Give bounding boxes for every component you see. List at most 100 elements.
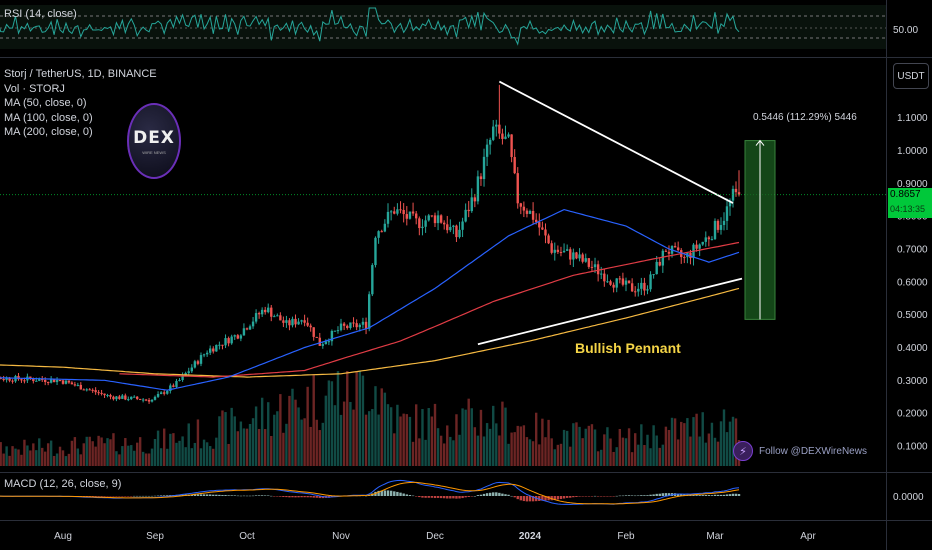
macd-histogram-bar xyxy=(716,494,720,496)
macd-histogram-bar xyxy=(461,496,464,499)
macd-histogram-bar xyxy=(556,496,560,500)
volume-bar xyxy=(147,453,151,466)
volume-bar xyxy=(294,399,297,466)
volume-bar xyxy=(383,392,387,466)
macd-histogram-bar xyxy=(88,496,91,497)
volume-bar xyxy=(172,433,175,466)
candle-body xyxy=(327,341,331,343)
macd-histogram-bar xyxy=(446,496,449,499)
candle-body xyxy=(455,225,458,238)
candle-body xyxy=(144,399,148,401)
macd-histogram-bar xyxy=(734,493,738,496)
candle-body xyxy=(710,239,714,241)
candle-body xyxy=(103,393,106,396)
volume-bar xyxy=(498,435,501,466)
candle-body xyxy=(510,134,513,158)
macd-histogram-bar xyxy=(550,496,553,501)
macd-histogram-bar xyxy=(710,495,714,496)
candle-body xyxy=(100,392,103,394)
volume-bar xyxy=(621,437,625,466)
volume-bar xyxy=(418,438,421,466)
candle-body xyxy=(178,380,181,382)
follow-badge[interactable]: ⚡ Follow @DEXWireNews xyxy=(733,441,867,461)
volume-bar xyxy=(728,421,732,466)
macd-histogram-bar xyxy=(501,493,504,496)
current-price-tag: 0.8657 04:13:35 xyxy=(888,188,932,218)
volume-bar xyxy=(270,435,273,466)
candle-body xyxy=(138,398,142,400)
macd-histogram-bar xyxy=(399,492,402,496)
volume-bar xyxy=(704,442,707,466)
volume-bar xyxy=(470,408,473,466)
volume-bar xyxy=(361,375,365,466)
volume-bar xyxy=(368,411,371,466)
macd-histogram-bar xyxy=(449,496,452,499)
macd-histogram-bar xyxy=(510,495,513,497)
candle-body xyxy=(43,379,47,383)
time-tick-label: Aug xyxy=(54,531,72,542)
time-axis: Aug Sep Oct Nov Dec 2024 Feb Mar Apr xyxy=(54,531,816,542)
candle-body xyxy=(257,313,261,315)
rsi-title: RSI (14, close) xyxy=(4,8,77,20)
candle-body xyxy=(70,382,74,385)
candle-body xyxy=(209,348,212,353)
candle-body xyxy=(17,375,20,380)
candle-body xyxy=(58,380,62,382)
candle-body xyxy=(498,124,501,134)
volume-bar xyxy=(73,437,77,466)
candle-body xyxy=(377,231,380,238)
volume-bar xyxy=(273,414,276,466)
macd-histogram-bar xyxy=(109,496,112,497)
volume-bar xyxy=(224,412,227,466)
rsi-level-label: 50.00 xyxy=(893,25,918,36)
macd-histogram-bar xyxy=(513,496,516,498)
volume-bar xyxy=(358,371,361,466)
candle-body xyxy=(181,375,184,381)
candle-body xyxy=(701,241,704,245)
volume-bar xyxy=(184,447,187,466)
candle-body xyxy=(704,237,707,242)
rsi-line xyxy=(0,7,740,46)
price-range-measure xyxy=(744,139,776,320)
volume-bar xyxy=(538,444,541,466)
candle-body xyxy=(418,218,421,229)
volume-bar xyxy=(667,429,671,466)
price-axis: 1.10001.00000.90000.80000.70000.60000.50… xyxy=(897,113,928,452)
volume-bar xyxy=(276,411,279,466)
candle-body xyxy=(218,344,221,346)
ma100-line xyxy=(119,241,740,378)
volume-bar xyxy=(374,386,377,466)
macd-histogram-bar xyxy=(227,495,230,496)
volume-bar xyxy=(121,446,124,466)
macd-histogram-bar xyxy=(245,495,249,497)
volume-bar xyxy=(196,419,200,466)
candle-body xyxy=(193,361,197,368)
macd-panel: 0.0000 xyxy=(0,479,924,506)
macd-histogram-bar xyxy=(479,494,483,496)
candle-body xyxy=(133,396,136,398)
macd-histogram-bar xyxy=(115,496,118,497)
candle-body xyxy=(38,379,41,381)
volume-bar xyxy=(130,445,133,466)
volume-bar xyxy=(254,406,258,466)
macd-signal-line xyxy=(0,481,740,505)
ma200-label: MA (200, close, 0) xyxy=(4,126,93,138)
candle-body xyxy=(73,384,77,386)
currency-button[interactable]: USDT xyxy=(893,63,929,89)
volume-bar xyxy=(446,425,449,466)
macd-histogram-bar xyxy=(218,494,221,496)
candle-body xyxy=(267,307,270,313)
volume-bar xyxy=(476,435,480,466)
macd-histogram-bar xyxy=(719,494,723,496)
volume-bar xyxy=(569,446,572,466)
macd-histogram-bar xyxy=(495,492,498,496)
candle-body xyxy=(349,322,352,329)
volume-bar xyxy=(321,422,325,466)
macd-histogram-bar xyxy=(85,496,88,497)
candle-body xyxy=(318,337,321,346)
candle-body xyxy=(525,210,529,214)
macd-histogram-bar xyxy=(144,495,148,497)
candle-body xyxy=(288,320,291,326)
volume-bar xyxy=(649,448,652,466)
macd-histogram-bar xyxy=(578,496,581,497)
